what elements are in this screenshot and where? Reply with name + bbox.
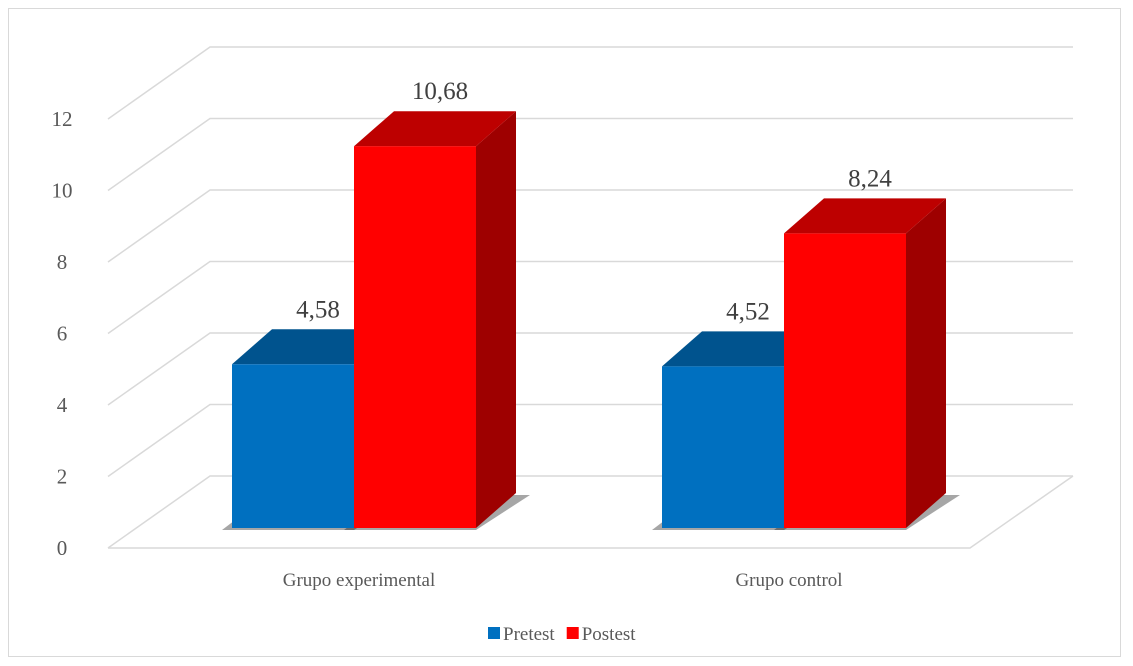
y-tick-label: 4 <box>57 393 68 417</box>
y-tick-label: 12 <box>52 107 73 131</box>
y-tick-label: 6 <box>57 322 68 346</box>
y-tick-label: 2 <box>57 465 68 489</box>
gridline <box>107 189 1073 263</box>
legend-label: Postest <box>582 624 637 645</box>
bar-side <box>476 111 516 528</box>
bar-side <box>906 198 946 529</box>
data-label: 4,52 <box>726 298 770 325</box>
x-axis-categories: Grupo experimental Grupo control <box>283 570 843 591</box>
bar-front <box>232 364 354 528</box>
data-labels: 4,58 10,68 4,52 8,24 <box>296 78 892 325</box>
category-label: Grupo control <box>735 570 842 591</box>
bar-front <box>662 366 784 528</box>
legend: Pretest Postest <box>488 624 636 645</box>
y-tick-label: 0 <box>57 536 68 560</box>
data-label: 4,58 <box>296 296 340 323</box>
bar-top <box>232 329 394 365</box>
bar-postest-2 <box>784 198 946 529</box>
y-tick-label: 10 <box>52 179 73 203</box>
bar-top <box>662 331 824 367</box>
bars <box>222 111 960 530</box>
y-axis-ticks: 0 2 4 6 8 10 12 <box>52 107 73 560</box>
data-label: 10,68 <box>412 78 468 105</box>
bar-front <box>354 146 476 528</box>
bar-top <box>354 111 516 147</box>
legend-swatch <box>488 627 500 639</box>
y-tick-label: 8 <box>57 250 68 274</box>
gridline <box>107 117 1073 192</box>
bar-front <box>784 233 906 529</box>
legend-label: Pretest <box>503 624 555 645</box>
gridline <box>107 46 1073 120</box>
bar-postest-1 <box>354 111 516 528</box>
data-label: 8,24 <box>848 165 892 192</box>
category-label: Grupo experimental <box>283 570 435 591</box>
bar-top <box>784 198 946 234</box>
floor-edge <box>108 475 1074 549</box>
legend-swatch <box>566 627 579 639</box>
